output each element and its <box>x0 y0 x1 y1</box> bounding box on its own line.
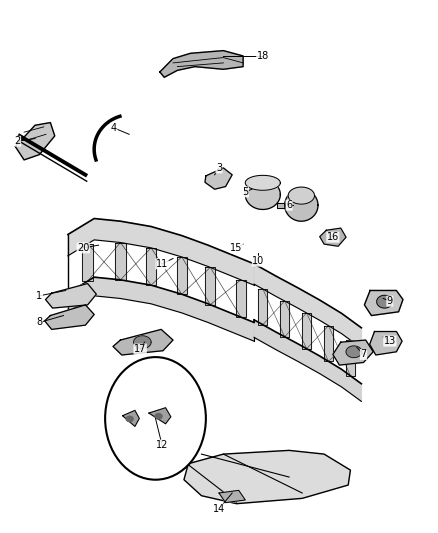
Polygon shape <box>113 329 173 355</box>
Polygon shape <box>364 290 403 316</box>
Text: 15: 15 <box>230 243 243 253</box>
Polygon shape <box>245 180 280 209</box>
Polygon shape <box>320 228 346 246</box>
Polygon shape <box>324 326 333 361</box>
Polygon shape <box>134 336 151 349</box>
Polygon shape <box>126 416 133 422</box>
Polygon shape <box>219 490 245 503</box>
Polygon shape <box>146 248 156 285</box>
Polygon shape <box>333 340 373 365</box>
Polygon shape <box>254 320 361 401</box>
Polygon shape <box>184 450 350 504</box>
Text: 5: 5 <box>242 187 248 197</box>
Text: 14: 14 <box>213 504 225 514</box>
Polygon shape <box>149 408 171 424</box>
Text: 16: 16 <box>327 232 339 242</box>
Polygon shape <box>280 301 289 337</box>
Polygon shape <box>346 346 362 358</box>
Text: 8: 8 <box>36 318 42 327</box>
Polygon shape <box>123 410 139 426</box>
Polygon shape <box>68 277 254 341</box>
Polygon shape <box>288 187 314 204</box>
Polygon shape <box>205 168 232 189</box>
Text: 4: 4 <box>111 123 117 133</box>
Polygon shape <box>245 175 280 190</box>
Polygon shape <box>346 340 355 376</box>
Polygon shape <box>370 332 402 355</box>
Polygon shape <box>45 305 94 329</box>
Polygon shape <box>277 203 285 208</box>
Polygon shape <box>377 295 392 308</box>
Text: 12: 12 <box>156 440 168 450</box>
Text: 1: 1 <box>36 291 42 301</box>
Text: 18: 18 <box>257 51 269 61</box>
Polygon shape <box>160 51 243 77</box>
Polygon shape <box>115 243 126 280</box>
Polygon shape <box>46 284 96 308</box>
Text: 3: 3 <box>216 163 222 173</box>
Circle shape <box>105 357 206 480</box>
Polygon shape <box>155 414 162 419</box>
Text: 10: 10 <box>252 256 265 266</box>
Text: 6: 6 <box>286 200 292 210</box>
Text: 2: 2 <box>14 136 21 146</box>
Polygon shape <box>205 268 215 305</box>
Text: 13: 13 <box>384 336 396 346</box>
Polygon shape <box>82 244 93 281</box>
Polygon shape <box>258 289 267 325</box>
Text: 7: 7 <box>360 350 367 359</box>
Polygon shape <box>285 189 318 221</box>
Polygon shape <box>236 280 246 317</box>
Text: 9: 9 <box>387 296 393 306</box>
Polygon shape <box>254 264 361 348</box>
Text: 20: 20 <box>77 243 89 253</box>
Polygon shape <box>15 123 55 160</box>
Polygon shape <box>68 219 254 285</box>
Text: 11: 11 <box>156 259 168 269</box>
Polygon shape <box>177 257 187 294</box>
Text: 17: 17 <box>134 344 146 354</box>
Polygon shape <box>302 313 311 349</box>
